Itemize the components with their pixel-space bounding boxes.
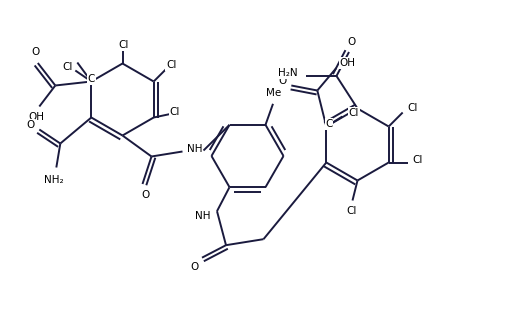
Text: Cl: Cl [118, 41, 129, 50]
Text: Cl: Cl [408, 102, 418, 112]
Text: OH: OH [339, 58, 356, 68]
Text: O: O [31, 47, 39, 57]
Text: H₂N: H₂N [278, 68, 298, 78]
Text: O: O [347, 37, 356, 47]
Text: Cl: Cl [413, 155, 423, 165]
Text: O: O [278, 76, 286, 85]
Text: C: C [325, 119, 332, 129]
Text: O: O [141, 190, 149, 200]
Text: NH₂: NH₂ [44, 175, 64, 185]
Text: Cl: Cl [346, 205, 357, 215]
Text: Cl: Cl [348, 108, 359, 117]
Text: NH: NH [195, 211, 211, 221]
Text: NH: NH [187, 144, 203, 154]
Text: O: O [26, 119, 34, 129]
Text: O: O [190, 262, 198, 272]
Text: OH: OH [29, 112, 45, 123]
Text: Cl: Cl [166, 60, 176, 71]
Text: Cl: Cl [170, 107, 180, 116]
Text: C: C [88, 74, 95, 84]
Text: Me: Me [266, 88, 282, 98]
Text: Cl: Cl [62, 62, 73, 73]
